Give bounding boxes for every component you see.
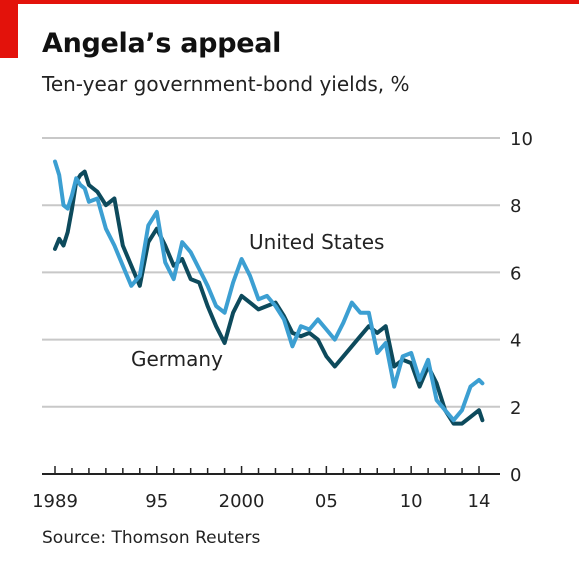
y-tick-label: 8 (510, 196, 521, 217)
x-tick-label: 05 (315, 491, 338, 512)
x-tick-label: 1989 (32, 491, 78, 512)
series-lines (53, 159, 485, 426)
y-tick-label: 4 (510, 331, 521, 352)
gridlines (42, 137, 500, 408)
y-tick-label: 10 (510, 129, 533, 150)
x-tick-label: 14 (468, 491, 491, 512)
x-tick-label: 95 (145, 491, 168, 512)
header-rule (0, 0, 579, 4)
x-axis (42, 466, 500, 475)
source-note: Source: Thomson Reuters (42, 528, 261, 548)
series-label-united-states: United States (249, 230, 384, 254)
series-line-germany (53, 169, 485, 426)
y-tick-labels: 0 2 4 6 8 10 (510, 129, 533, 486)
brand-tab (0, 0, 18, 58)
y-tick-label: 0 (510, 465, 521, 486)
series-label-germany: Germany (131, 347, 223, 371)
y-tick-label: 2 (510, 398, 521, 419)
x-tick-label: 10 (400, 491, 423, 512)
chart-subtitle: Ten-year government-bond yields, % (42, 72, 410, 96)
chart-title: Angela’s appeal (42, 28, 282, 59)
series-line-united-states (53, 159, 485, 423)
x-tick-label: 2000 (219, 491, 265, 512)
x-tick-labels: 1989 95 2000 05 10 14 (32, 491, 490, 512)
y-tick-label: 6 (510, 263, 521, 284)
